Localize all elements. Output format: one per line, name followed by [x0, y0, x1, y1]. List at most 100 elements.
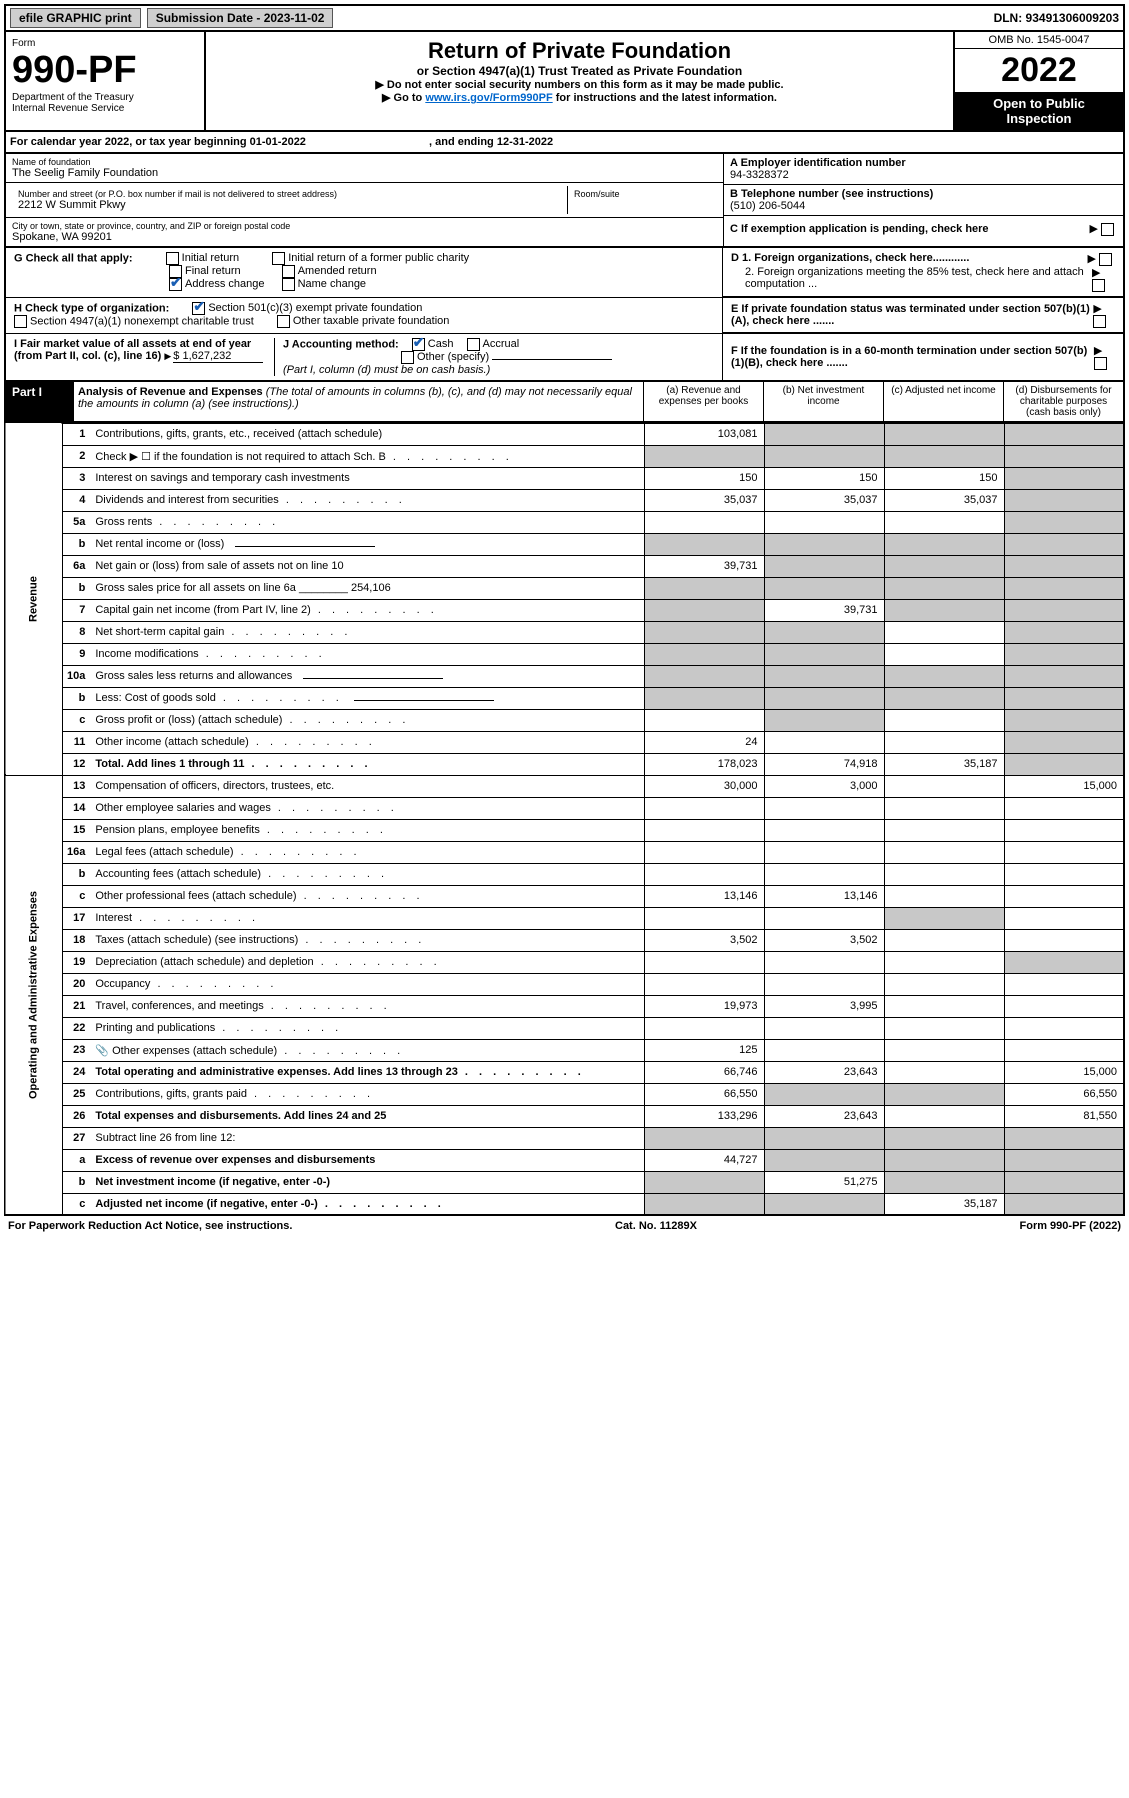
- cell-col-d: [1004, 797, 1124, 819]
- line-no: b: [63, 577, 92, 599]
- cell-col-c: [884, 533, 1004, 555]
- cb-cash[interactable]: [412, 338, 425, 351]
- line-desc: Other employee salaries and wages: [91, 797, 644, 819]
- cell-col-d: [1004, 445, 1124, 467]
- table-row: bAccounting fees (attach schedule): [5, 863, 1124, 885]
- foot-left: For Paperwork Reduction Act Notice, see …: [8, 1220, 292, 1232]
- table-row: aExcess of revenue over expenses and dis…: [5, 1149, 1124, 1171]
- cell-col-b: 35,037: [764, 489, 884, 511]
- cell-col-d: 66,550: [1004, 1083, 1124, 1105]
- line-no: 3: [63, 467, 92, 489]
- cell-col-b: [764, 863, 884, 885]
- line-desc: Contributions, gifts, grants paid: [91, 1083, 644, 1105]
- c-checkbox[interactable]: [1101, 223, 1114, 236]
- line-no: 17: [63, 907, 92, 929]
- line-no: c: [63, 709, 92, 731]
- col-d-hdr: (d) Disbursements for charitable purpose…: [1003, 382, 1123, 421]
- cell-col-a: [644, 797, 764, 819]
- cell-col-c: [884, 1039, 1004, 1061]
- line-no: 26: [63, 1105, 92, 1127]
- cb-initial-former[interactable]: [272, 252, 285, 265]
- cell-col-d: [1004, 511, 1124, 533]
- line-no: 24: [63, 1061, 92, 1083]
- line-desc: Contributions, gifts, grants, etc., rece…: [91, 423, 644, 445]
- info-block: Name of foundation The Seelig Family Fou…: [4, 154, 1125, 248]
- cell-col-c: [884, 797, 1004, 819]
- dept: Department of the Treasury: [12, 92, 198, 103]
- line-no: 20: [63, 973, 92, 995]
- form-link[interactable]: www.irs.gov/Form990PF: [425, 92, 552, 104]
- cb-name[interactable]: [282, 278, 295, 291]
- e-cb[interactable]: [1093, 315, 1106, 328]
- line-no: a: [63, 1149, 92, 1171]
- line-desc: Check ▶ ☐ if the foundation is not requi…: [91, 445, 644, 467]
- ein-label: A Employer identification number: [730, 157, 906, 169]
- part1-header: Part I Analysis of Revenue and Expenses …: [4, 382, 1125, 423]
- cell-col-a: [644, 863, 764, 885]
- table-row: 2Check ▶ ☐ if the foundation is not requ…: [5, 445, 1124, 467]
- table-row: 19Depreciation (attach schedule) and dep…: [5, 951, 1124, 973]
- cell-col-c: [884, 951, 1004, 973]
- form-label: Form: [12, 38, 198, 49]
- cb-4947[interactable]: [14, 315, 27, 328]
- d2-cb[interactable]: [1092, 279, 1105, 292]
- cell-col-b: 3,502: [764, 929, 884, 951]
- cell-col-c: 35,187: [884, 1193, 1004, 1215]
- table-row: 18Taxes (attach schedule) (see instructi…: [5, 929, 1124, 951]
- table-row: 3Interest on savings and temporary cash …: [5, 467, 1124, 489]
- table-row: bNet rental income or (loss): [5, 533, 1124, 555]
- cell-col-d: [1004, 885, 1124, 907]
- line-desc: Subtract line 26 from line 12:: [91, 1127, 644, 1149]
- form-title: Return of Private Foundation: [212, 38, 947, 64]
- cell-col-a: [644, 819, 764, 841]
- table-row: 24Total operating and administrative exp…: [5, 1061, 1124, 1083]
- table-row: 27Subtract line 26 from line 12:: [5, 1127, 1124, 1149]
- table-row: cGross profit or (loss) (attach schedule…: [5, 709, 1124, 731]
- cb-501c3[interactable]: [192, 302, 205, 315]
- cell-col-c: [884, 1017, 1004, 1039]
- line-no: 4: [63, 489, 92, 511]
- cell-col-b: [764, 577, 884, 599]
- cell-col-d: [1004, 1017, 1124, 1039]
- line-desc: Less: Cost of goods sold: [91, 687, 644, 709]
- line-no: 6a: [63, 555, 92, 577]
- opt-accrual: Accrual: [483, 338, 520, 350]
- cell-col-b: [764, 709, 884, 731]
- line-desc: Other income (attach schedule): [91, 731, 644, 753]
- cell-col-b: [764, 731, 884, 753]
- d1-cb[interactable]: [1099, 253, 1112, 266]
- cell-col-d: [1004, 1171, 1124, 1193]
- cell-col-a: 35,037: [644, 489, 764, 511]
- cb-other-tax[interactable]: [277, 315, 290, 328]
- phone-label: B Telephone number (see instructions): [730, 188, 933, 200]
- cb-accrual[interactable]: [467, 338, 480, 351]
- name-label: Name of foundation: [12, 157, 717, 167]
- table-row: bNet investment income (if negative, ent…: [5, 1171, 1124, 1193]
- table-row: 10aGross sales less returns and allowanc…: [5, 665, 1124, 687]
- line-desc: Net short-term capital gain: [91, 621, 644, 643]
- cell-col-c: [884, 863, 1004, 885]
- cell-col-d: [1004, 599, 1124, 621]
- city-label: City or town, state or province, country…: [12, 221, 717, 231]
- line-desc: Printing and publications: [91, 1017, 644, 1039]
- table-row: cOther professional fees (attach schedul…: [5, 885, 1124, 907]
- cell-col-a: 66,550: [644, 1083, 764, 1105]
- efile-print-button[interactable]: efile GRAPHIC print: [10, 8, 141, 28]
- cell-col-a: 13,146: [644, 885, 764, 907]
- cb-other-acct[interactable]: [401, 351, 414, 364]
- cell-col-b: [764, 665, 884, 687]
- cell-col-d: [1004, 423, 1124, 445]
- cell-col-c: [884, 973, 1004, 995]
- line-no: b: [63, 533, 92, 555]
- cb-address[interactable]: [169, 278, 182, 291]
- foot-mid: Cat. No. 11289X: [615, 1220, 697, 1232]
- cell-col-c: [884, 555, 1004, 577]
- cb-initial[interactable]: [166, 252, 179, 265]
- table-row: 25Contributions, gifts, grants paid66,55…: [5, 1083, 1124, 1105]
- opt-amended: Amended return: [298, 265, 377, 277]
- cb-amended[interactable]: [282, 265, 295, 278]
- f-cb[interactable]: [1094, 357, 1107, 370]
- cell-col-d: [1004, 863, 1124, 885]
- opt-501c3: Section 501(c)(3) exempt private foundat…: [208, 302, 422, 314]
- attach-icon[interactable]: 📎: [95, 1045, 109, 1057]
